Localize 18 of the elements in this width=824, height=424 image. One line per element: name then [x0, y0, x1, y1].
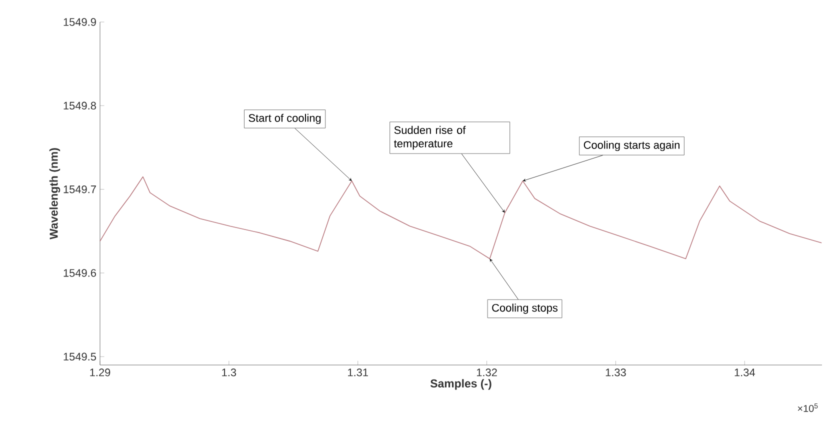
x-tick-label: 1.33 — [606, 368, 626, 376]
y-tick-label: 1549.6 — [64, 269, 96, 277]
x-axis-title: Samples (-) — [430, 379, 492, 390]
y-tick-label: 1549.8 — [64, 102, 96, 110]
annotation: Cooling stops — [492, 304, 558, 314]
x-tick-label: 1.34 — [734, 368, 755, 376]
x-tick-label: 1.31 — [348, 368, 368, 376]
x-tick-label: 1.29 — [90, 368, 110, 376]
x-tick-label: 1.3 — [222, 368, 236, 376]
y-tick-label: 1549.9 — [64, 18, 96, 26]
annotation: Sudden rise of temperature — [394, 126, 466, 150]
y-axis-title: Wavelength (nm) — [49, 148, 60, 240]
text: ×10$^{5}$ — [798, 404, 818, 412]
y-tick-label: 1549.7 — [64, 185, 96, 194]
annotation: Start of cooling — [248, 114, 321, 124]
x-tick-label: 1.32 — [476, 368, 497, 376]
annotation: Cooling starts again — [584, 140, 680, 152]
y-tick-label: 1549.5 — [64, 352, 96, 361]
